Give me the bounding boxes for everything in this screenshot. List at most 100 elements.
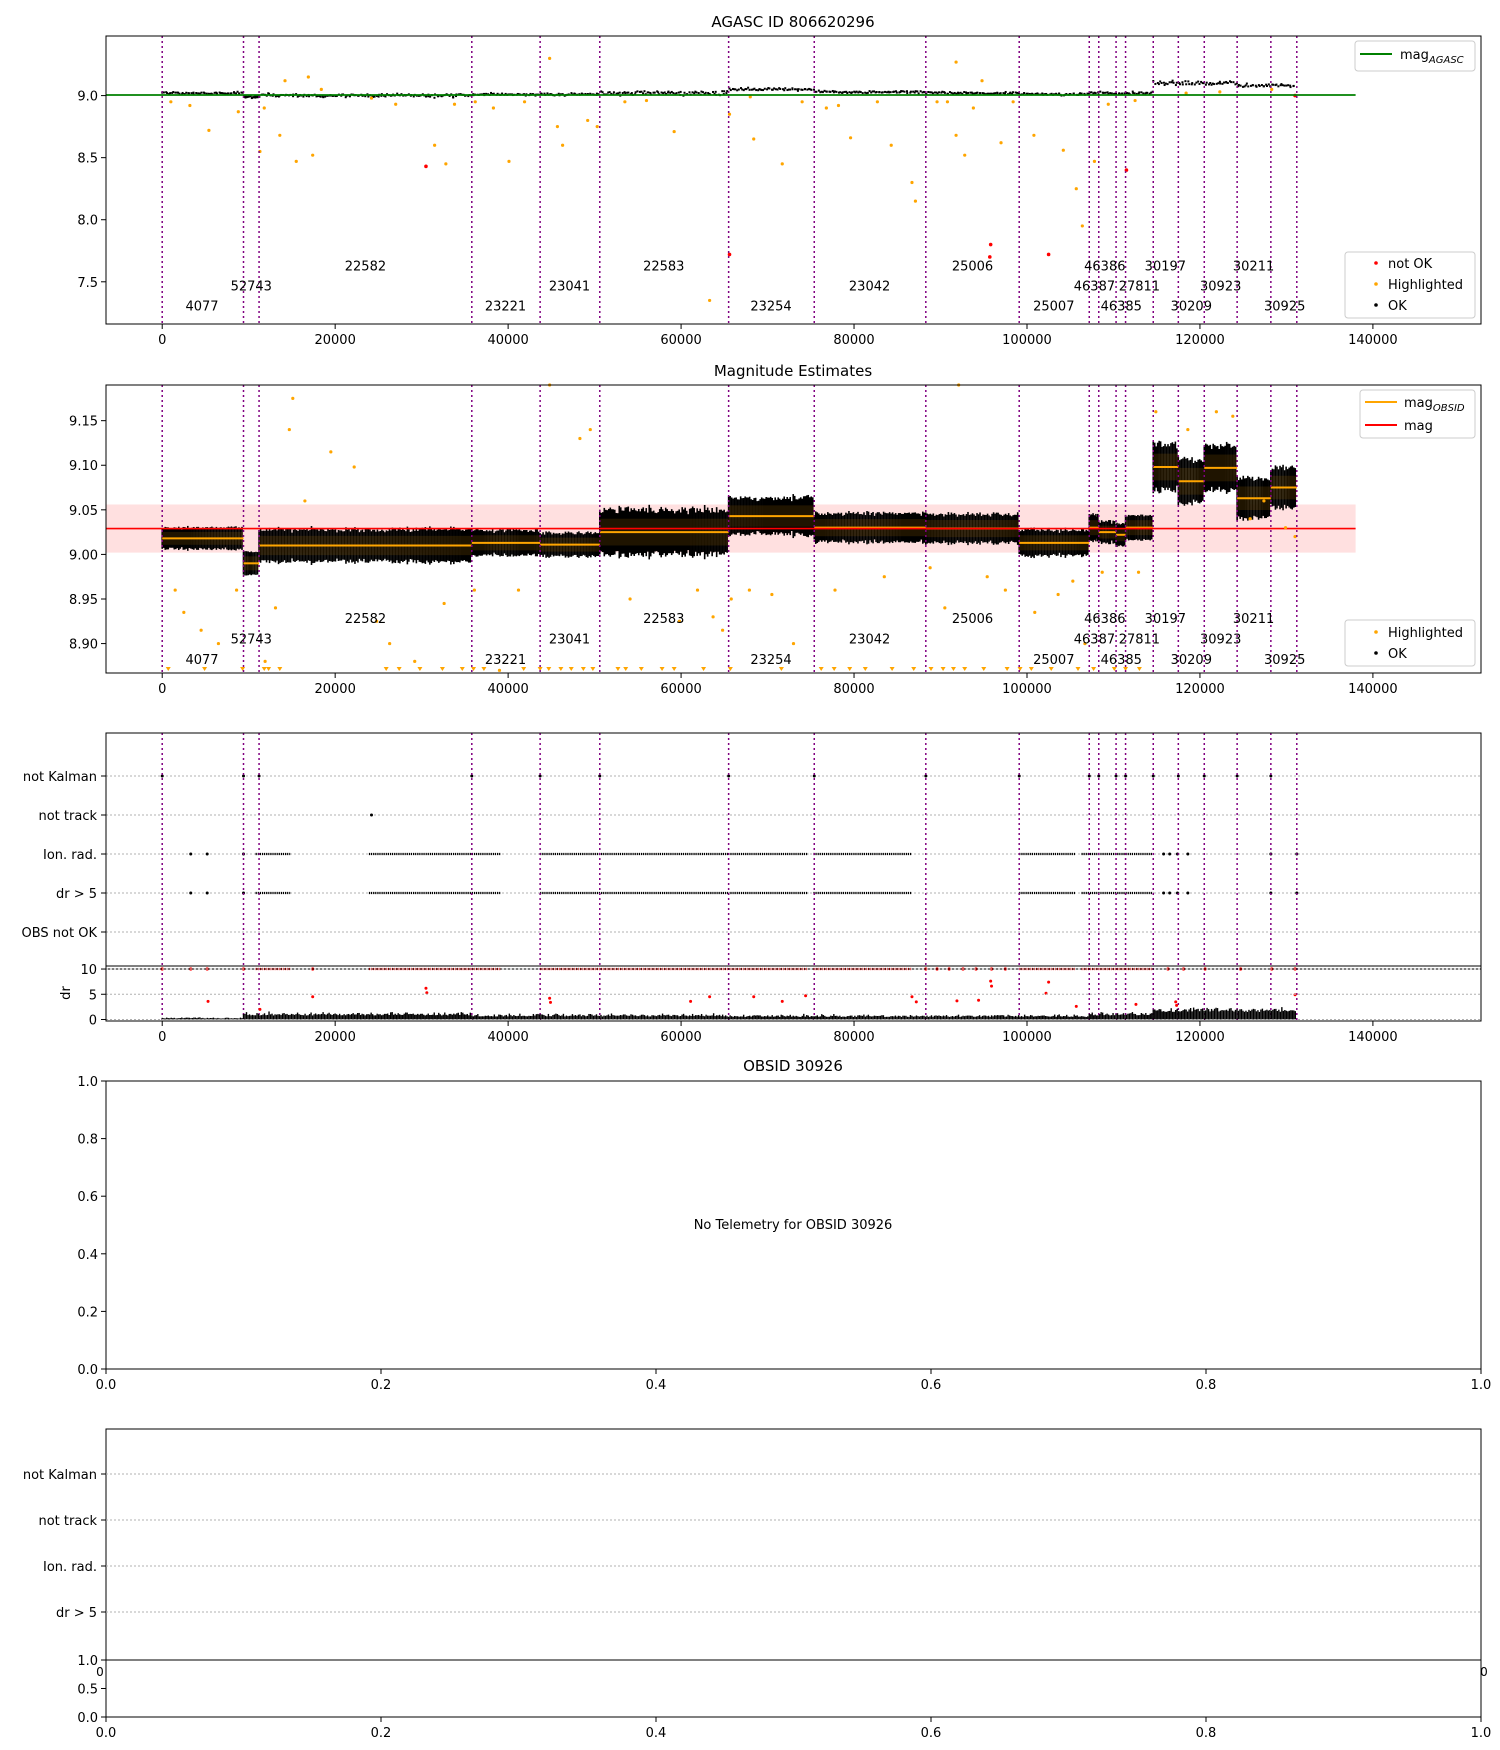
ok-point [1017, 92, 1020, 95]
ok-point [1050, 92, 1053, 95]
ok-point [305, 95, 308, 98]
ok-point [693, 92, 696, 95]
ok-point [959, 91, 962, 94]
ok-point [858, 90, 861, 93]
ok-point [557, 92, 560, 95]
obsid-label: 23221 [485, 653, 526, 668]
highlighted-point [188, 103, 192, 108]
ok-point [483, 92, 486, 95]
x-tick-label: 0 [158, 1030, 166, 1045]
ok-point [1272, 83, 1275, 86]
ok-point [851, 91, 854, 94]
highlighted-point [319, 87, 323, 91]
highlighted-out-of-range-marker [546, 667, 552, 671]
highlighted-point [588, 427, 592, 432]
ok-point [794, 88, 797, 91]
highlighted-out-of-range-marker [1017, 667, 1023, 671]
ok-point [1106, 91, 1109, 94]
dr-not-ok-point [424, 986, 428, 990]
ok-point [729, 89, 732, 92]
highlighted-point [963, 153, 967, 157]
highlighted-point [263, 659, 267, 664]
ok-point [1093, 91, 1096, 94]
ok-point [181, 91, 184, 94]
ok-point [247, 95, 250, 98]
ok-point [607, 91, 610, 94]
ok-point [1092, 92, 1095, 95]
highlighted-point [442, 601, 446, 606]
dr-not-ok-point [206, 999, 210, 1003]
ok-point [241, 91, 244, 94]
ok-point [601, 91, 604, 94]
ok-point [1287, 84, 1290, 87]
ok-point [900, 90, 903, 93]
ok-point [612, 91, 615, 94]
not-ok-point [988, 255, 992, 259]
obsid-label: 30211 [1233, 260, 1274, 275]
ok-point [1086, 92, 1089, 95]
ok-point [748, 88, 751, 91]
highlighted-point [329, 450, 333, 454]
obsid-label: 46387 [1074, 279, 1115, 294]
highlighted-point [555, 125, 560, 129]
ok-point [992, 92, 995, 95]
obsid-label: 46385 [1101, 299, 1142, 314]
highlighted-point [444, 162, 448, 166]
ok-point [1025, 92, 1028, 95]
ok-point [600, 90, 603, 93]
highlighted-point [413, 659, 417, 664]
ok-point [630, 92, 633, 95]
ok-point [961, 92, 964, 95]
flag-point [205, 891, 209, 895]
y-tick-label: 9.10 [69, 459, 98, 474]
legend-label-highlighted: Highlighted [1388, 278, 1463, 293]
ok-point [821, 91, 824, 94]
ok-point [760, 89, 763, 92]
ok-point [254, 95, 257, 98]
ok-point [1267, 83, 1270, 86]
ok-point [1217, 82, 1220, 85]
ok-point [953, 91, 956, 94]
ok-point [1102, 91, 1105, 94]
ok-point [1243, 85, 1246, 88]
ok-point [841, 91, 844, 94]
ok-point [669, 91, 672, 94]
obsid-labels: 4077 52743 22582 23221 23041 22583 23254 23042 2… [185, 612, 1305, 668]
ok-point [677, 91, 680, 94]
ok-point [1104, 91, 1107, 94]
dr-not-ok-point [258, 1007, 262, 1011]
ok-point [986, 92, 989, 95]
ok-point [1171, 79, 1174, 82]
ok-point [817, 89, 820, 92]
dr-not-ok-point [977, 998, 981, 1002]
ok-point [940, 91, 943, 94]
ok-point [779, 87, 782, 90]
x-tick-label: 0.4 [646, 1378, 667, 1393]
ok-point [364, 95, 367, 98]
highlighted-point [889, 143, 893, 147]
flag-point [189, 891, 193, 895]
ok-point [197, 92, 200, 95]
ok-point [1002, 92, 1005, 95]
ok-point [1204, 83, 1207, 86]
highlighted-point [943, 606, 947, 610]
ok-point [789, 88, 792, 91]
ok-point [540, 92, 543, 95]
ok-point [810, 88, 813, 91]
highlighted-point [306, 75, 310, 79]
highlighted-out-of-range-marker [818, 667, 824, 671]
ok-point [1244, 84, 1247, 87]
series-highlighted-points [173, 383, 1297, 672]
ok-point [916, 90, 919, 93]
ok-point [895, 90, 898, 93]
ok-point [808, 87, 811, 90]
ok-point [763, 87, 766, 90]
ok-point [921, 91, 924, 94]
highlighted-point [586, 118, 590, 123]
ok-point [233, 91, 236, 94]
highlighted-point [1133, 98, 1137, 103]
flag-row-points [189, 852, 1299, 856]
ok-point [835, 90, 838, 93]
ok-point [322, 96, 325, 99]
ok-point [691, 91, 694, 94]
